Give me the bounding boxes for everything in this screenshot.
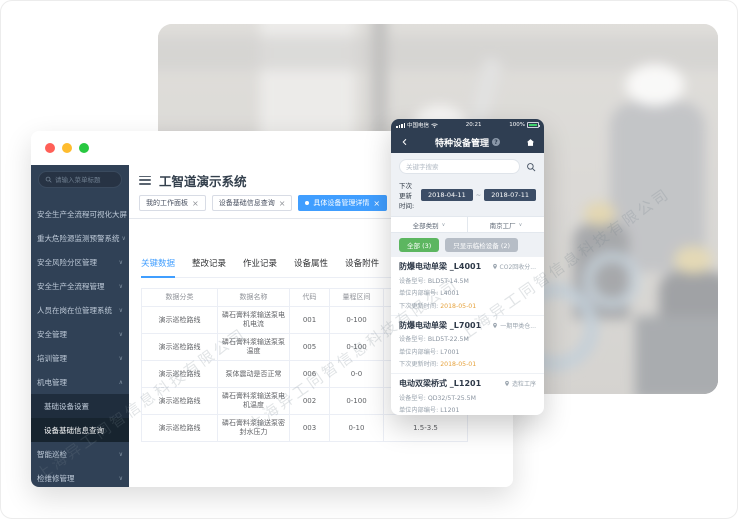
- clock-label: 20:21: [465, 122, 482, 128]
- close-window-button[interactable]: [45, 143, 55, 153]
- sidebar-item-safety-process[interactable]: 安全生产全流程管理 ∨: [37, 281, 123, 291]
- model-line: 设备型号: BLD5T-14.5M: [399, 277, 469, 285]
- phone-screenshot: 中国电信 20:21 100% 特种设备管理? 下次更新时: [391, 119, 544, 415]
- chip-inspection-only[interactable]: 只显示临检设备 (2): [445, 238, 519, 252]
- close-icon[interactable]: ×: [278, 198, 286, 208]
- next-update-filter-label: 下次更新时间:: [399, 182, 415, 210]
- chevron-left-icon: [402, 138, 407, 146]
- search-icon[interactable]: [526, 162, 536, 172]
- location-pin-icon: [493, 322, 498, 328]
- sidebar-item-device-info-query[interactable]: 设备基础信息查询: [31, 418, 129, 442]
- home-icon: [526, 138, 534, 146]
- category-select[interactable]: 全部类别 ∨: [412, 221, 446, 230]
- next-update-line: 下次更新时间: 2018-05-01: [399, 302, 477, 310]
- sidebar-item-safety-mgmt[interactable]: 安全管理 ∨: [37, 329, 123, 339]
- sidebar-item-basic-device-setting[interactable]: 基础设备设置: [44, 401, 89, 411]
- tab-chip-device-detail-active[interactable]: 具体设备管理详情 ×: [298, 195, 388, 211]
- close-icon[interactable]: ×: [373, 198, 381, 208]
- chevron-down-icon: ∨: [121, 234, 126, 242]
- battery-icon: [526, 122, 540, 128]
- sidebar-item-hazard-warning[interactable]: 重大危险源监测预警系统 ∨: [37, 233, 126, 243]
- chevron-down-icon: ∨: [518, 221, 523, 228]
- sidebar-item-electromech-mgmt[interactable]: 机电管理 ∧: [37, 377, 123, 387]
- equipment-card[interactable]: 防爆电动单梁 _L4001 CO2回收分... 设备型号: BLD5T-14.5M…: [391, 257, 544, 315]
- tab-chip-device-info-query[interactable]: 设备基础信息查询 ×: [211, 195, 293, 211]
- date-from-button[interactable]: 2018-04-11: [420, 189, 473, 201]
- sidebar-item-maintenance-mgmt[interactable]: 检维修管理 ∨: [37, 473, 123, 483]
- equipment-title: 防爆电动单梁 _L4001: [399, 262, 482, 271]
- internal-code-line: 单位内部编号: L1201: [399, 407, 460, 414]
- active-dot-icon: [305, 201, 310, 205]
- equipment-location: CO2回收分...: [492, 262, 536, 271]
- sidebar: 安全生产全流程可视化大屏 重大危险源监测预警系统∨ 安全风险分区管理∨ 安全生产…: [31, 165, 129, 487]
- chevron-down-icon: ∨: [118, 474, 123, 482]
- keyword-search-input[interactable]: [399, 159, 520, 174]
- chip-all[interactable]: 全部 (3): [399, 238, 440, 252]
- tab-work-records[interactable]: 作业记录: [243, 259, 278, 269]
- signal-bars-icon: [396, 122, 405, 128]
- table-row[interactable]: 演示巡检路线 磷石膏料浆输送泵密封水压力 003 0-10 1.5-3.5: [141, 414, 468, 442]
- battery-percent: 100%: [509, 122, 525, 128]
- location-pin-icon: [505, 380, 509, 387]
- factory-select[interactable]: 南京工厂 ∨: [467, 217, 544, 232]
- equipment-card[interactable]: 防爆电动单梁 _L7001 一期甲类仓... 设备型号: BLD5T-22.5M …: [391, 315, 544, 373]
- home-button[interactable]: [523, 138, 537, 147]
- sidebar-search[interactable]: [38, 171, 122, 188]
- internal-code-line: 单位内部编号: L4001: [399, 290, 460, 297]
- equipment-title: 防爆电动单梁 _L7001: [399, 320, 482, 330]
- minimize-window-button[interactable]: [62, 143, 72, 153]
- chevron-down-icon: ∨: [118, 330, 123, 338]
- sidebar-submenu: 基础设备设置 设备基础信息查询: [31, 394, 129, 442]
- tab-device-attrs[interactable]: 设备属性: [294, 259, 329, 269]
- next-update-line: 下次更新时间: 2018-05-01: [399, 361, 477, 368]
- maximize-window-button[interactable]: [79, 143, 89, 153]
- search-icon: [45, 176, 52, 183]
- tab-device-attachments[interactable]: 设备附件: [345, 259, 380, 269]
- equipment-title: 电动双梁桥式 _L1201: [399, 379, 482, 388]
- sidebar-search-input[interactable]: [55, 175, 115, 184]
- model-line: 设备型号: QD32/5T-25.5M: [399, 394, 476, 402]
- chevron-down-icon: ∨: [118, 282, 123, 290]
- chevron-up-icon: ∧: [118, 378, 123, 386]
- carrier-label: 中国电信: [407, 123, 430, 129]
- chevron-down-icon: ∨: [118, 450, 123, 458]
- tab-key-data[interactable]: 关键数据: [141, 257, 176, 278]
- model-line: 设备型号: BLD5T-22.5M: [399, 336, 469, 343]
- phone-status-bar: 中国电信 20:21 100%: [391, 119, 544, 131]
- close-icon[interactable]: ×: [192, 198, 199, 208]
- tab-chip-workboard[interactable]: 我的工作面板 ×: [139, 195, 206, 211]
- sidebar-item-visual-screen[interactable]: 安全生产全流程可视化大屏: [37, 209, 127, 219]
- back-button[interactable]: [398, 137, 412, 147]
- equipment-location: 造粒工序: [504, 379, 536, 388]
- help-badge[interactable]: ?: [492, 138, 500, 146]
- location-pin-icon: [492, 263, 497, 270]
- app-title: 工智道演示系统: [159, 173, 247, 189]
- filter-dropdowns: 全部类别 ∨ 南京工厂 ∨: [391, 216, 544, 233]
- sidebar-item-personnel[interactable]: 人员在岗在位管理系统 ∨: [37, 305, 123, 315]
- chevron-down-icon: ∨: [441, 221, 446, 228]
- sidebar-item-training-mgmt[interactable]: 培训管理 ∨: [37, 353, 123, 363]
- chevron-down-icon: ∨: [118, 306, 123, 314]
- date-to-button[interactable]: 2018-07-11: [484, 189, 536, 201]
- chevron-down-icon: ∨: [118, 354, 123, 362]
- equipment-card[interactable]: 电动双梁桥式 _L1201 造粒工序 设备型号: QD32/5T-25.5M 单位…: [391, 374, 544, 415]
- sidebar-item-smart-inspection[interactable]: 智能巡检 ∨: [37, 449, 123, 459]
- equipment-location: 一期甲类仓...: [492, 321, 536, 330]
- wifi-icon: [431, 123, 438, 128]
- phone-page-title: 特种设备管理?: [412, 136, 523, 149]
- open-tabs-row: 我的工作面板 × 设备基础信息查询 × 具体设备管理详情 ×: [129, 189, 513, 219]
- tab-rectify-records[interactable]: 整改记录: [192, 259, 227, 269]
- chevron-down-icon: ∨: [118, 258, 123, 266]
- internal-code-line: 单位内部编号: L7001: [399, 348, 460, 356]
- hamburger-menu-icon[interactable]: [139, 175, 151, 185]
- phone-nav-bar: 特种设备管理?: [391, 131, 544, 153]
- sidebar-item-risk-zone[interactable]: 安全风险分区管理 ∨: [37, 257, 123, 267]
